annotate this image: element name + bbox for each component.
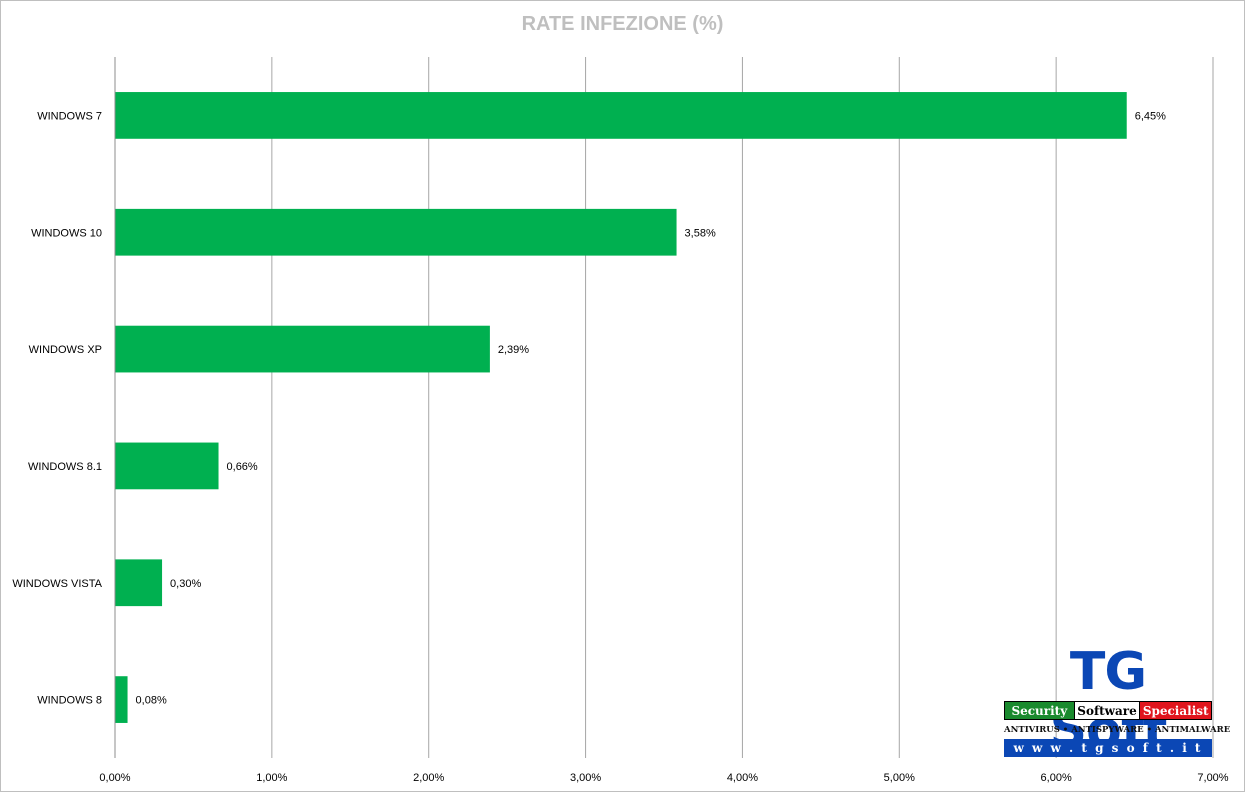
category-label: WINDOWS VISTA <box>12 578 102 590</box>
bar <box>115 92 1127 139</box>
logo-band-security: Security <box>1005 702 1074 719</box>
data-label: 0,30% <box>170 578 201 590</box>
bars <box>115 92 1127 723</box>
category-label: WINDOWS 7 <box>37 110 102 122</box>
logo-band: Security Software Specialist <box>1004 701 1212 720</box>
x-tick-label: 4,00% <box>727 772 758 784</box>
data-label: 3,58% <box>685 227 716 239</box>
bar <box>115 208 677 256</box>
logo-band-software: Software <box>1073 702 1141 719</box>
data-label: 0,66% <box>227 461 258 473</box>
logo-mark: TG Soft <box>1049 642 1168 760</box>
gridlines <box>271 57 1214 758</box>
logo-url: w w w . t g s o f t . i t <box>1004 739 1212 757</box>
category-label: WINDOWS 10 <box>31 227 102 239</box>
tgsoft-logo: TG Soft Security Software Specialist ANT… <box>1004 642 1231 760</box>
x-tick-label: 3,00% <box>570 772 601 784</box>
x-tick-label: 1,00% <box>256 772 287 784</box>
chart-title: RATE INFEZIONE (%) <box>521 13 724 35</box>
x-tick-label: 6,00% <box>1041 772 1072 784</box>
category-label: WINDOWS 8.1 <box>28 461 102 473</box>
bar <box>115 676 128 723</box>
logo-tagline: ANTIVIRUS • ANTISPYWARE • ANTIMALWARE <box>1004 725 1231 735</box>
data-label: 0,08% <box>136 695 167 707</box>
x-tick-label: 2,00% <box>413 772 444 784</box>
category-label: WINDOWS 8 <box>37 695 102 707</box>
category-label: WINDOWS XP <box>29 344 102 356</box>
bar <box>115 442 219 490</box>
x-tick-label: 5,00% <box>884 772 915 784</box>
bar <box>115 325 490 373</box>
x-tick-label: 0,00% <box>99 772 130 784</box>
x-tick-label: 7,00% <box>1197 772 1228 784</box>
labels: 0,00% 1,00% 2,00% 3,00% 4,00% 5,00% 6,00% 7,00%… <box>12 110 1228 784</box>
bar <box>115 559 163 607</box>
logo-band-specialist: Specialist <box>1140 702 1211 719</box>
data-label: 2,39% <box>498 344 529 356</box>
data-label: 6,45% <box>1135 110 1166 122</box>
